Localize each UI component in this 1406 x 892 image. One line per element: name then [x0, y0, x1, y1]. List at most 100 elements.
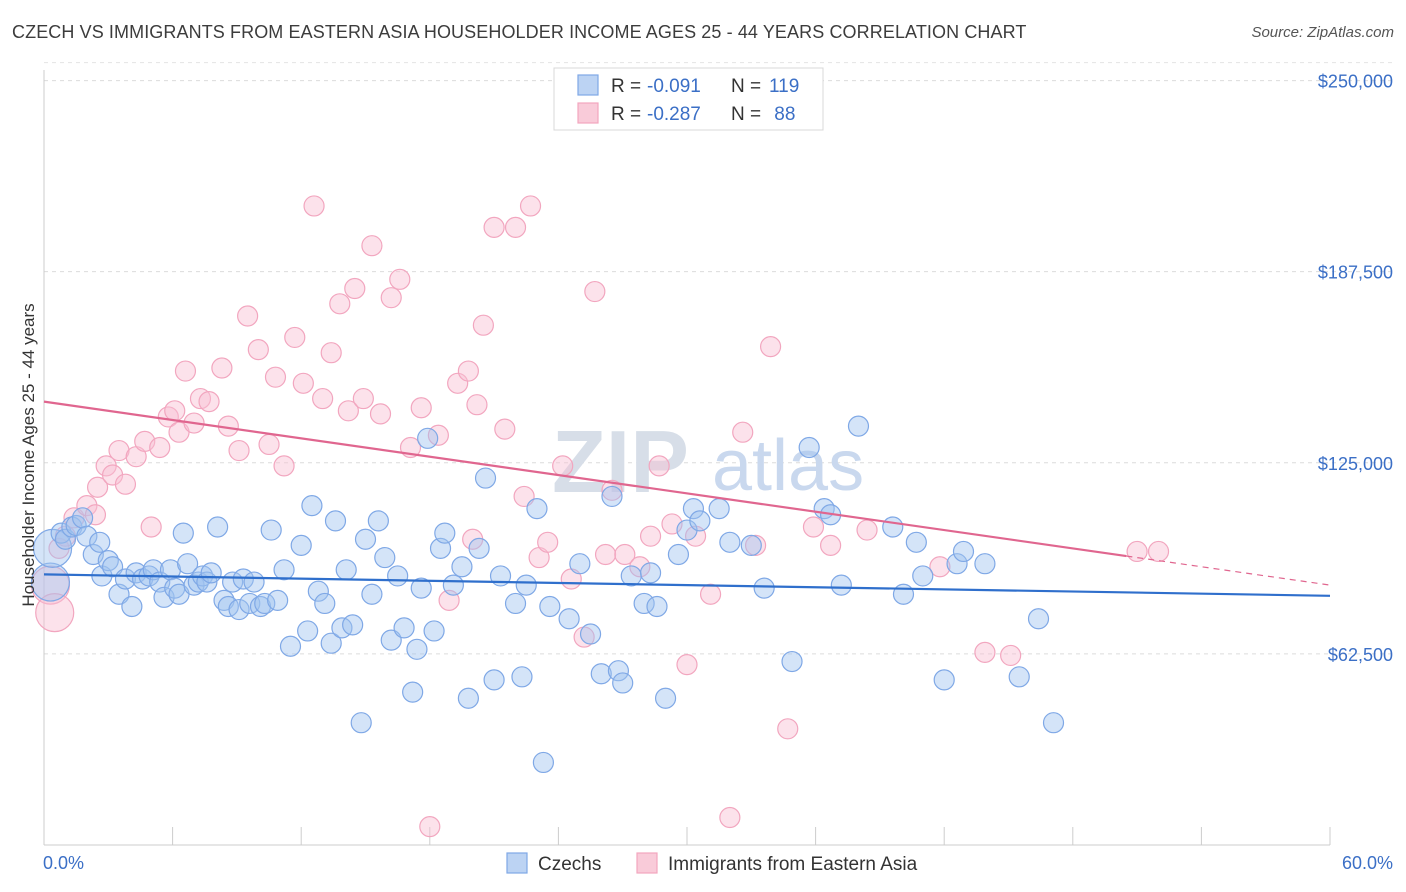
asia-point [164, 400, 186, 422]
czech-point [342, 614, 364, 636]
czech-point [504, 592, 527, 615]
czech-point [200, 562, 222, 584]
czech-point [590, 663, 612, 685]
asia-point [457, 360, 479, 382]
czech-point [912, 565, 934, 587]
czech-point [177, 553, 199, 575]
asia-point [149, 436, 171, 459]
czech-point [607, 660, 630, 682]
bottom-legend-swatch-czechs [506, 852, 528, 874]
czech-point [1027, 608, 1050, 630]
czech-point [402, 681, 424, 703]
czech-point [314, 592, 336, 615]
czech-point [682, 498, 705, 520]
asia-point [35, 593, 75, 633]
czech-point [260, 519, 282, 541]
asia-point [258, 433, 280, 456]
asia-point [483, 216, 505, 238]
asia-point [929, 556, 951, 578]
asia-point [114, 473, 137, 495]
czech-point [267, 589, 289, 611]
czech-point [97, 550, 119, 572]
asia-point [174, 360, 197, 382]
czech-point [620, 565, 642, 587]
asia-point [1147, 540, 1170, 563]
czech-point [350, 712, 372, 734]
asia-point [198, 391, 220, 413]
asia-point [228, 439, 250, 462]
czech-point [798, 436, 820, 459]
asia-point [629, 556, 651, 578]
legend-n-value-1: 88 [769, 104, 795, 125]
czech-point [32, 528, 73, 569]
czech-point [374, 546, 396, 569]
y-tick-label: $62,500 [1328, 645, 1393, 665]
czech-point [172, 522, 194, 544]
czech-point [847, 415, 870, 437]
czech-point [511, 666, 533, 688]
asia-point [466, 394, 488, 416]
correlation-legend: R = -0.091 N = 119 R = -0.287 N = 88 [553, 67, 824, 131]
czech-point [532, 751, 554, 774]
y-axis-label: Householder Income Ages 25 - 44 years [19, 303, 38, 606]
czech-point [393, 617, 415, 639]
legend-r-label-0: R = [611, 76, 641, 97]
asia-point [447, 372, 469, 394]
czech-point [367, 510, 389, 532]
asia-point [584, 280, 606, 303]
asia-point [519, 195, 542, 217]
asia-point [86, 476, 109, 498]
asia-point [777, 718, 799, 740]
asia-point [292, 372, 314, 394]
asia-point [614, 543, 636, 566]
asia-point [856, 519, 878, 541]
asia-point [361, 235, 383, 257]
czech-point [228, 598, 250, 621]
czech-point [301, 494, 323, 517]
czech-point [654, 687, 677, 709]
czech-point [380, 629, 402, 651]
y-tick-label: $187,500 [1318, 263, 1393, 283]
czech-point [708, 498, 730, 520]
czech-point [121, 595, 143, 618]
asia-point [189, 387, 212, 410]
czech-point [830, 574, 852, 596]
czech-point [442, 574, 464, 596]
asia-trend-extension [1126, 555, 1331, 586]
czech-point [646, 595, 668, 618]
asia-points [30, 195, 1170, 838]
asia-point [802, 516, 825, 538]
czech-point [297, 620, 319, 642]
asia-point [759, 335, 782, 358]
asia-point [284, 326, 306, 349]
czech-point [320, 632, 342, 654]
asia-point [472, 314, 494, 336]
y-tick-label: $125,000 [1318, 454, 1393, 474]
czech-point [667, 543, 690, 566]
czech-point [457, 687, 479, 709]
bottom-legend-asia: Immigrants from Eastern Asia [668, 854, 918, 875]
czech-point [633, 592, 655, 615]
czech-point [114, 568, 137, 590]
asia-point [513, 485, 535, 508]
asia-point [344, 277, 366, 300]
source-label: Source: ZipAtlas.com [1251, 24, 1394, 41]
x-ticks [172, 827, 1331, 845]
x-tick-label-1: 60.0% [1342, 853, 1393, 873]
legend-swatch-czechs [577, 74, 599, 96]
czech-point [781, 650, 803, 673]
asia-point [1000, 644, 1022, 667]
legend-r-value-1: -0.287 [647, 104, 701, 125]
asia-point [264, 366, 287, 388]
czech-point [410, 577, 432, 599]
asia-point [639, 525, 662, 547]
czech-point [290, 534, 312, 556]
asia-point [699, 583, 722, 605]
asia-point [247, 339, 269, 361]
asia-point [537, 531, 559, 553]
czech-point [539, 595, 561, 618]
series-legend: Czechs Immigrants from Eastern Asia [506, 852, 918, 875]
czech-point [406, 638, 428, 660]
asia-trend-line [43, 400, 1127, 558]
